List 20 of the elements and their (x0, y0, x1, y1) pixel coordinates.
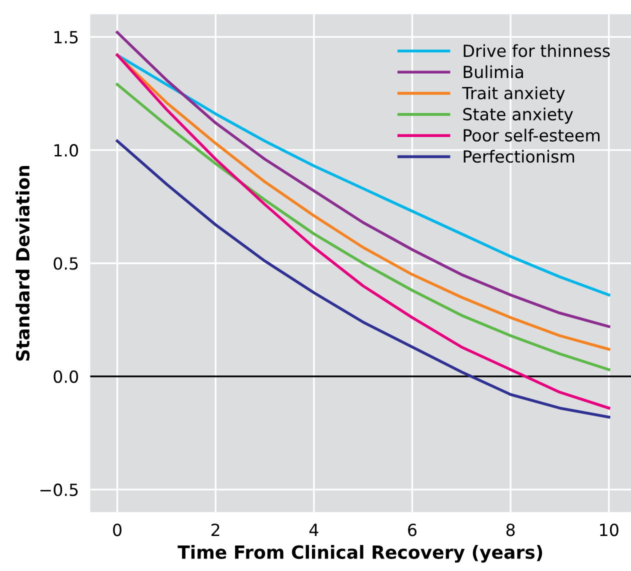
x-tick-label: 8 (506, 524, 515, 536)
y-tick-label: 0.0 (54, 370, 78, 383)
x-tick-label: 6 (408, 524, 416, 536)
x-tick-label: 4 (309, 524, 318, 536)
legend-label: Poor self-esteem (464, 128, 600, 142)
y-tick-label: 1.0 (54, 144, 78, 157)
x-tick-label: 0 (113, 524, 122, 536)
y-tick-label: 1.5 (54, 31, 78, 44)
legend-label: Bulimia (464, 65, 523, 78)
legend-label: State anxiety (463, 108, 574, 124)
y-tick-label: 0.5 (54, 257, 78, 270)
y-tick-label: −0.5 (40, 484, 78, 496)
legend-label: Drive for thinness (464, 44, 610, 58)
x-tick-label: 2 (212, 524, 220, 536)
x-axis-title: Time From Clinical Recovery (years) (178, 544, 542, 563)
x-tick-label: 10 (600, 524, 618, 536)
y-axis-title: Standard Deviation (16, 166, 30, 361)
legend-label: Trait anxiety (462, 86, 565, 103)
line-series (116, 83, 610, 371)
legend-label: Perfectionism (464, 150, 574, 163)
